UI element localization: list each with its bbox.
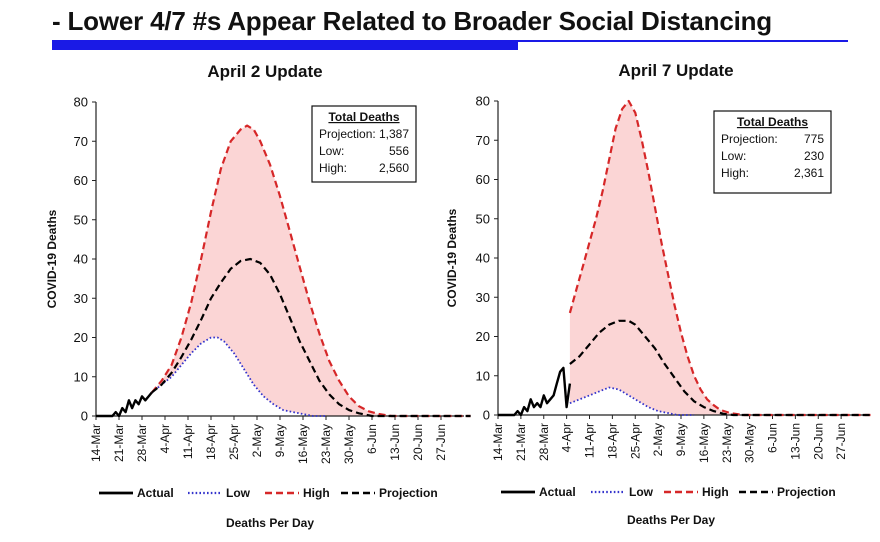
summary-row-label: High:	[319, 161, 347, 175]
y-tick-label: 60	[476, 172, 490, 187]
x-tick-label: 28-Mar	[537, 423, 551, 461]
x-tick-label: 11-Apr	[181, 424, 195, 459]
x-tick-label: 28-Mar	[135, 424, 149, 462]
series-line-projection	[151, 257, 471, 418]
series-line-actual	[96, 391, 153, 418]
chart-title: April 2 Update	[207, 62, 322, 81]
confidence-band	[151, 125, 471, 416]
summary-row-value: 230	[804, 149, 824, 163]
series-line-high	[568, 99, 871, 417]
x-tick-label: 30-May	[342, 424, 356, 464]
summary-row-label: Projection:	[721, 132, 778, 146]
x-tick-label: 23-May	[319, 424, 333, 464]
x-tick-label: 25-Apr	[227, 424, 241, 460]
y-tick-label: 20	[476, 329, 490, 344]
x-tick-label: 4-Apr	[158, 424, 172, 453]
summary-row-label: High:	[721, 166, 749, 180]
series-line-actual	[498, 366, 572, 417]
chart-title: April 7 Update	[618, 61, 733, 80]
y-tick-label: 80	[74, 95, 88, 110]
x-tick-label: 20-Jun	[811, 423, 825, 460]
series-line-high	[151, 124, 471, 418]
legend-label-low: Low	[226, 486, 251, 500]
y-tick-label: 40	[74, 252, 88, 267]
summary-row-value: 1,387	[379, 127, 409, 141]
y-tick-label: 70	[476, 133, 490, 148]
y-tick-label: 10	[476, 368, 490, 383]
x-tick-label: 18-Apr	[204, 424, 218, 460]
summary-row-value: 775	[804, 132, 824, 146]
y-tick-label: 50	[476, 211, 490, 226]
x-tick-label: 25-Apr	[628, 423, 642, 459]
summary-row-label: Low:	[721, 149, 746, 163]
x-tick-label: 18-Apr	[605, 423, 619, 459]
x-tick-label: 2-May	[250, 424, 264, 457]
legend-label-high: High	[303, 486, 330, 500]
legend-label-low: Low	[629, 485, 654, 499]
y-axis-label: COVID-19 Deaths	[445, 208, 459, 307]
y-tick-label: 0	[483, 408, 490, 423]
title-underline-bar	[52, 40, 518, 50]
legend-label-actual: Actual	[539, 485, 576, 499]
x-tick-label: 11-Apr	[583, 423, 597, 458]
x-tick-label: 9-May	[674, 423, 688, 456]
x-tick-label: 30-May	[743, 423, 757, 463]
x-tick-label: 21-Mar	[112, 424, 126, 462]
summary-box-title: Total Deaths	[328, 110, 399, 124]
x-tick-label: 6-Jun	[766, 423, 780, 453]
y-tick-label: 30	[476, 290, 490, 305]
x-tick-label: 16-May	[296, 424, 310, 464]
x-tick-label: 27-Jun	[434, 424, 448, 461]
summary-box	[311, 105, 417, 183]
summary-box	[713, 110, 832, 194]
summary-box-title: Total Deaths	[737, 115, 808, 129]
x-axis-label: Deaths Per Day	[226, 516, 314, 530]
y-axis-label: COVID-19 Deaths	[45, 209, 59, 308]
legend-label-projection: Projection	[379, 486, 438, 500]
y-tick-label: 30	[74, 291, 88, 306]
summary-row-label: Projection:	[319, 127, 376, 141]
x-axis-label: Deaths Per Day	[627, 513, 715, 527]
x-tick-label: 6-Jun	[365, 424, 379, 454]
legend-label-projection: Projection	[777, 485, 836, 499]
y-tick-label: 10	[74, 369, 88, 384]
series-line-low	[151, 336, 326, 417]
summary-row-value: 2,560	[379, 161, 409, 175]
x-tick-label: 16-May	[697, 423, 711, 463]
y-tick-label: 40	[476, 251, 490, 266]
title-underline-thin	[518, 40, 848, 42]
x-tick-label: 21-Mar	[514, 423, 528, 461]
y-tick-label: 70	[74, 134, 88, 149]
x-tick-label: 14-Mar	[89, 424, 103, 462]
x-tick-label: 4-Apr	[560, 423, 574, 452]
y-tick-label: 0	[81, 409, 88, 424]
slide-title: - Lower 4/7 #s Appear Related to Broader…	[52, 6, 772, 36]
x-tick-label: 14-Mar	[491, 423, 505, 461]
series-line-low	[569, 386, 695, 416]
summary-row-value: 556	[389, 144, 409, 158]
legend-label-actual: Actual	[137, 486, 174, 500]
series-line-projection	[569, 319, 871, 417]
x-tick-label: 20-Jun	[411, 424, 425, 461]
summary-row-value: 2,361	[794, 166, 824, 180]
x-tick-label: 23-May	[720, 423, 734, 463]
legend-label-high: High	[702, 485, 729, 499]
y-tick-label: 60	[74, 173, 88, 188]
summary-row-label: Low:	[319, 144, 344, 158]
x-tick-label: 27-Jun	[834, 423, 848, 460]
x-tick-label: 9-May	[273, 424, 287, 457]
x-tick-label: 2-May	[651, 423, 665, 456]
y-tick-label: 80	[476, 94, 490, 109]
x-tick-label: 13-Jun	[788, 423, 802, 460]
x-tick-label: 13-Jun	[388, 424, 402, 461]
y-tick-label: 50	[74, 212, 88, 227]
y-tick-label: 20	[74, 330, 88, 345]
